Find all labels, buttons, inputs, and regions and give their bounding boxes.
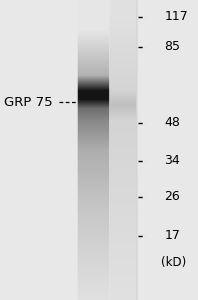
Text: GRP 75: GRP 75: [4, 95, 53, 109]
Text: 85: 85: [164, 40, 180, 53]
Text: 34: 34: [164, 154, 180, 167]
Text: 48: 48: [164, 116, 180, 130]
Text: 26: 26: [164, 190, 180, 203]
Text: 117: 117: [164, 10, 188, 23]
Text: (kD): (kD): [161, 256, 187, 269]
Text: 17: 17: [164, 229, 180, 242]
